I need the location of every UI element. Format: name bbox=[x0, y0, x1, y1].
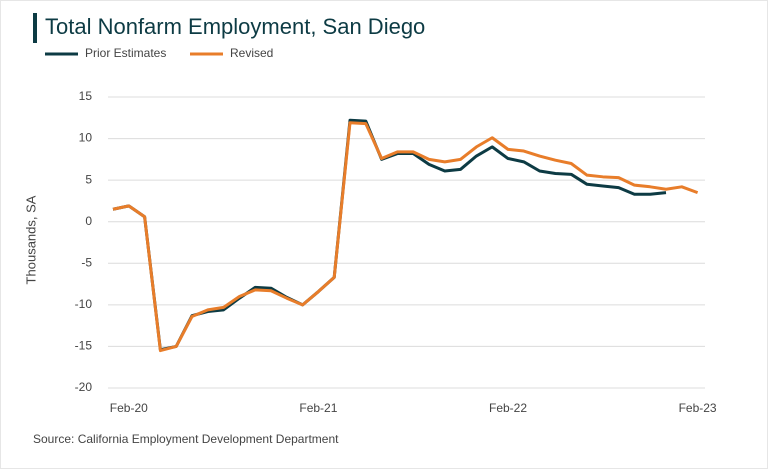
title-accent bbox=[33, 13, 37, 43]
y-tick-label: -20 bbox=[75, 380, 93, 394]
source: Source: California Employment Developmen… bbox=[33, 432, 339, 446]
legend-label: Prior Estimates bbox=[85, 46, 166, 60]
series-line bbox=[112, 121, 699, 353]
chart-title: Total Nonfarm Employment, San Diego bbox=[45, 14, 425, 39]
y-tick-label: -15 bbox=[75, 339, 93, 353]
x-tick-label: Feb-20 bbox=[110, 401, 148, 415]
y-tick-label: 0 bbox=[85, 214, 92, 228]
y-axis-label: Thousands, SA bbox=[23, 195, 38, 284]
x-tick-label: Feb-22 bbox=[489, 401, 527, 415]
y-tick-label: 15 bbox=[79, 89, 93, 103]
y-tick-label: 10 bbox=[79, 131, 93, 145]
x-tick-label: Feb-23 bbox=[679, 401, 717, 415]
legend-label: Revised bbox=[230, 46, 273, 60]
x-tick-label: Feb-21 bbox=[299, 401, 337, 415]
y-tick-label: 5 bbox=[85, 172, 92, 186]
y-tick-label: -5 bbox=[81, 255, 92, 269]
y-tick-label: -10 bbox=[75, 297, 93, 311]
